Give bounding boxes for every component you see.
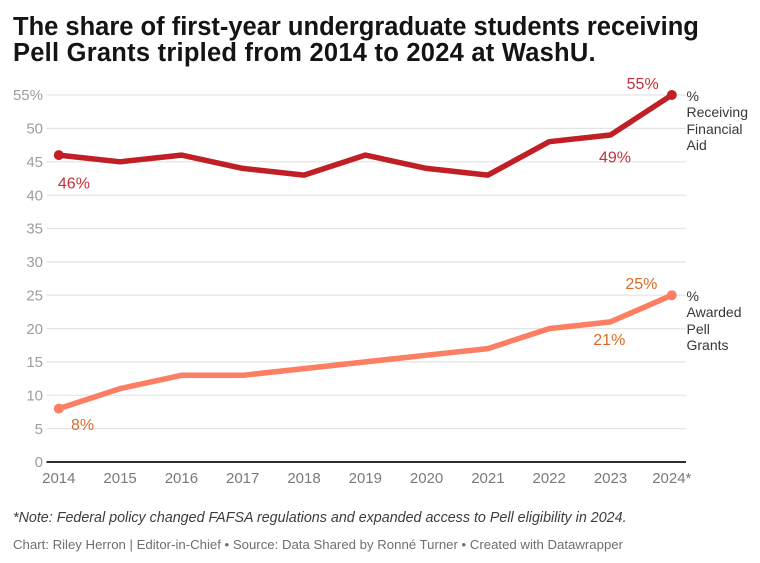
svg-text:2020: 2020 <box>410 470 443 487</box>
svg-text:30: 30 <box>26 254 43 271</box>
svg-text:2014: 2014 <box>42 470 75 487</box>
svg-text:2023: 2023 <box>594 470 627 487</box>
svg-text:50: 50 <box>26 121 43 138</box>
svg-text:2021: 2021 <box>471 470 504 487</box>
svg-text:5: 5 <box>35 421 43 438</box>
svg-text:21%: 21% <box>593 332 625 349</box>
svg-text:55%: 55% <box>627 76 659 93</box>
svg-text:35: 35 <box>26 221 43 238</box>
svg-text:10: 10 <box>26 388 43 405</box>
svg-text:2016: 2016 <box>165 470 198 487</box>
svg-text:20: 20 <box>26 321 43 338</box>
svg-text:25: 25 <box>26 287 43 304</box>
svg-text:55%: 55% <box>13 87 43 104</box>
svg-text:15: 15 <box>26 354 43 371</box>
svg-text:2018: 2018 <box>287 470 320 487</box>
svg-text:2022: 2022 <box>533 470 566 487</box>
svg-text:25%: 25% <box>625 276 657 293</box>
svg-text:2019: 2019 <box>349 470 382 487</box>
svg-text:49%: 49% <box>599 150 631 167</box>
svg-text:2015: 2015 <box>103 470 136 487</box>
svg-text:45: 45 <box>26 154 43 171</box>
svg-text:0: 0 <box>35 454 43 471</box>
svg-text:46%: 46% <box>58 176 90 193</box>
svg-text:40: 40 <box>26 187 43 204</box>
svg-text:2017: 2017 <box>226 470 259 487</box>
svg-text:2024*: 2024* <box>652 470 691 487</box>
svg-text:8%: 8% <box>71 417 94 434</box>
